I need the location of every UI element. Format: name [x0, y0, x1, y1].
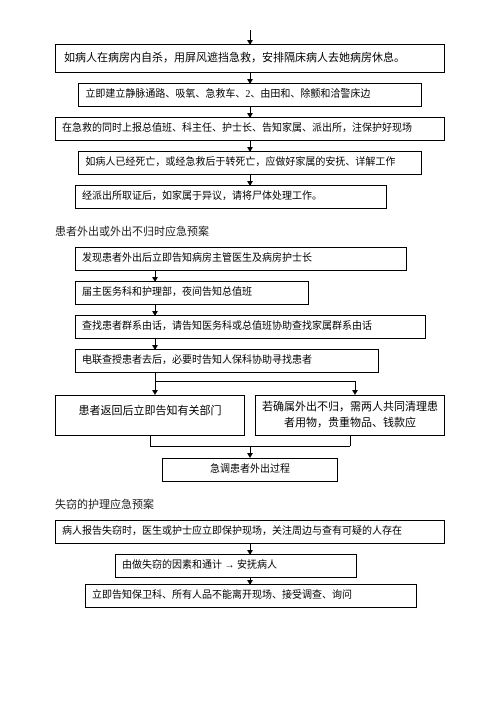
merge-connector	[55, 436, 445, 458]
flow1-box1: 如病人在病房内自杀，用屏风遮挡急救，安排隔床病人去她病房休息。	[55, 44, 445, 73]
flow1-box2: 立即建立静脉通路、吸氧、急救车、2、由田和、除颤和洽警床边	[78, 83, 421, 107]
flow-theft: 病人报告失窃时，医生或护士应立即保护现场，关注周边与查有可疑的人存在 由做失窃的…	[55, 520, 445, 608]
arrow	[250, 73, 251, 83]
flow2-left: 患者返回后立即告知有关部门	[55, 395, 245, 436]
flow2-box3: 查找患者群系由话，请告知医务科或总值班协助查找家属群系由话	[75, 315, 426, 339]
arrow	[250, 544, 251, 554]
flow2-box1: 发现患者外出后立即告知病房主管医生及病房护士长	[75, 247, 407, 271]
arrow	[250, 175, 251, 185]
arrow	[155, 271, 156, 281]
flow1-box3: 在急救的同时上报总值班、科主任、护士长、告知家属、派出所，注保护好现场	[55, 117, 445, 141]
arrow	[250, 30, 251, 44]
arrow	[155, 305, 156, 315]
flow2-box6: 急调患者外出过程	[162, 458, 338, 482]
arrow	[250, 141, 251, 151]
split-connector	[55, 373, 445, 395]
split-row: 患者返回后立即告知有关部门 若确属外出不归，需两人共同清理患者用物，贵重物品、钱…	[55, 395, 445, 436]
flow2-right: 若确属外出不归，需两人共同清理患者用物，贵重物品、钱款应	[255, 395, 445, 436]
arrow	[250, 578, 251, 584]
section3-title: 失窃的护理应急预案	[55, 496, 445, 512]
arrow	[250, 107, 251, 117]
arrow	[155, 339, 156, 349]
flow-patient-out: 发现患者外出后立即告知病房主管医生及病房护士长 届主医务科和护理部，夜间告知总值…	[55, 247, 445, 482]
flow3-box2: 由做失窃的因素和通计 → 安抚病人	[115, 554, 357, 578]
flow-suicide: 如病人在病房内自杀，用屏风遮挡急救，安排隔床病人去她病房休息。 立即建立静脉通路…	[55, 30, 445, 209]
flow3-box3: 立即告知保卫科、所有人品不能离开现场、接受调查、询问	[85, 584, 417, 608]
flow2-box4: 电联查授患者去后，必要时告知人保科协助寻找患者	[75, 349, 379, 373]
section2-title: 患者外出或外出不归时应急预案	[55, 223, 445, 239]
flow2-box2: 届主医务科和护理部，夜间告知总值班	[75, 281, 309, 305]
flow3-box1: 病人报告失窃时，医生或护士应立即保护现场，关注周边与查有可疑的人存在	[55, 520, 445, 544]
flow1-box4: 如病人已经死亡，或经急救后于转死亡，应做好家属的安抚、详解工作	[78, 151, 421, 175]
flow1-box5: 经派出所取证后，如家属于异议，请将尸体处理工作。	[75, 185, 387, 209]
